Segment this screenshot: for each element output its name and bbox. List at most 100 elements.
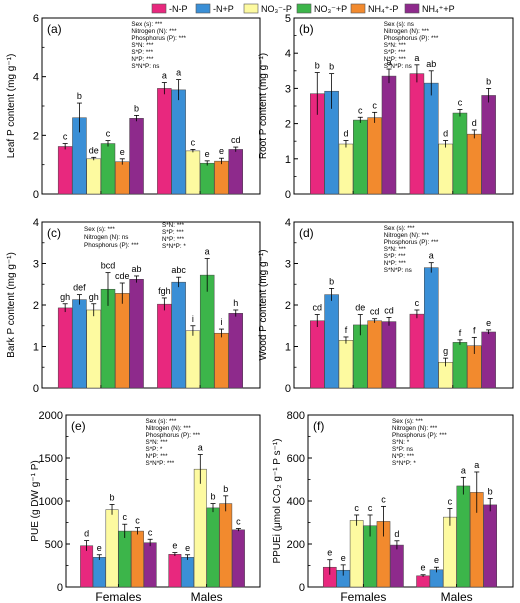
significance-letter: d bbox=[443, 128, 448, 138]
panel-label: (d) bbox=[299, 226, 314, 240]
significance-letter: c bbox=[191, 137, 196, 147]
stat-line: S*N*P: ns bbox=[131, 63, 159, 70]
significance-letter: b bbox=[488, 486, 493, 496]
significance-letter: c bbox=[458, 98, 463, 108]
significance-letter: d bbox=[394, 529, 399, 539]
significance-letter: e bbox=[205, 149, 210, 159]
y-tick-label: 1500 bbox=[39, 453, 63, 465]
bar bbox=[86, 158, 101, 195]
bar bbox=[424, 82, 439, 195]
significance-letter: c bbox=[63, 132, 68, 142]
significance-letter: de bbox=[355, 303, 365, 313]
significance-letter: a bbox=[162, 71, 167, 81]
bar bbox=[129, 279, 144, 389]
bar bbox=[443, 516, 457, 588]
significance-letter: i bbox=[192, 314, 194, 324]
y-axis-label: Bark P content (mg g⁻¹) bbox=[6, 252, 17, 358]
stat-line: Phosphorus (P): *** bbox=[392, 432, 447, 439]
bar bbox=[214, 160, 229, 195]
group-label: Females bbox=[95, 590, 141, 603]
significance-letter: c bbox=[106, 129, 111, 139]
stat-line: S*P: *** bbox=[384, 253, 406, 260]
bar bbox=[381, 75, 397, 195]
y-tick-label: 2 bbox=[285, 119, 291, 131]
significance-letter: b bbox=[210, 492, 215, 502]
significance-letter: a bbox=[176, 68, 181, 78]
significance-letter: c bbox=[448, 497, 453, 507]
bar bbox=[168, 554, 182, 588]
y-tick-label: 800 bbox=[287, 410, 305, 422]
significance-letter: de bbox=[89, 145, 99, 155]
significance-letter: c bbox=[381, 494, 386, 504]
panel-label: (a) bbox=[47, 22, 62, 36]
significance-letter: a bbox=[461, 465, 466, 475]
bar bbox=[118, 530, 132, 588]
bar bbox=[206, 507, 220, 588]
stat-line: S*N: * bbox=[392, 439, 410, 446]
panel-label: (f) bbox=[313, 419, 324, 433]
legend-item: NH₄⁺-P bbox=[350, 3, 398, 14]
bar bbox=[438, 143, 453, 195]
legend-swatch bbox=[296, 3, 312, 14]
y-tick-label: 0 bbox=[33, 383, 39, 395]
significance-letter: fgh bbox=[158, 286, 171, 296]
bar bbox=[381, 321, 397, 389]
legend-item: NO₃⁻+P bbox=[296, 3, 347, 14]
y-tick-label: 1 bbox=[285, 154, 291, 166]
bar bbox=[452, 342, 468, 389]
y-tick-label: 0 bbox=[299, 582, 305, 594]
stat-line: S*N: *** bbox=[162, 222, 185, 229]
bar bbox=[193, 468, 207, 588]
bar bbox=[157, 88, 172, 195]
significance-letter: e bbox=[172, 541, 177, 551]
y-tick-label: 4 bbox=[33, 217, 39, 229]
y-tick-label: 3 bbox=[285, 259, 291, 271]
y-tick-label: 600 bbox=[287, 453, 305, 465]
bar bbox=[57, 307, 73, 389]
stat-line: S*N*P: *** bbox=[146, 460, 175, 467]
significance-letter: cd bbox=[370, 307, 380, 317]
bar bbox=[143, 542, 157, 588]
stat-line: Nitrogen (N): *** bbox=[392, 425, 438, 432]
bar bbox=[228, 313, 243, 389]
bar bbox=[130, 530, 144, 588]
stat-line: S*N*P: * bbox=[162, 243, 186, 250]
y-tick-label: 6 bbox=[33, 13, 39, 25]
legend-label: -N-P bbox=[169, 4, 188, 14]
bar bbox=[231, 529, 245, 588]
bar bbox=[199, 162, 215, 195]
bar bbox=[181, 557, 195, 588]
legend-label: -N+P bbox=[213, 4, 234, 14]
y-tick-label: 3 bbox=[33, 259, 39, 271]
bar bbox=[219, 503, 233, 588]
significance-letter: c bbox=[148, 527, 153, 537]
bar bbox=[483, 504, 498, 588]
bar bbox=[456, 485, 471, 588]
stat-line: Phosphorus (P): *** bbox=[146, 432, 201, 439]
y-tick-label: 3 bbox=[285, 83, 291, 95]
bar bbox=[349, 520, 364, 588]
y-tick-label: 0 bbox=[285, 383, 291, 395]
significance-letter: c bbox=[358, 105, 363, 115]
stat-line: N*P: *** bbox=[131, 56, 154, 63]
significance-letter: d bbox=[84, 529, 89, 539]
stat-line: S*P: *** bbox=[131, 49, 153, 56]
significance-letter: ab bbox=[132, 264, 142, 274]
y-tick-label: 4 bbox=[33, 72, 39, 84]
stat-line: Sex (s): *** bbox=[392, 418, 423, 425]
stat-line: S*N*P: ns bbox=[384, 63, 412, 70]
bar bbox=[338, 340, 354, 389]
stat-line: S*P: * bbox=[146, 446, 163, 453]
stat-line: N*P: *** bbox=[162, 236, 185, 243]
legend-label: NO₃⁻+P bbox=[314, 4, 347, 14]
legend-item: NO₃⁻-P bbox=[243, 3, 292, 14]
stat-line: N*P: *** bbox=[384, 56, 407, 63]
y-tick-label: 2 bbox=[285, 300, 291, 312]
bar bbox=[157, 303, 172, 389]
group-label: Males bbox=[191, 590, 223, 603]
